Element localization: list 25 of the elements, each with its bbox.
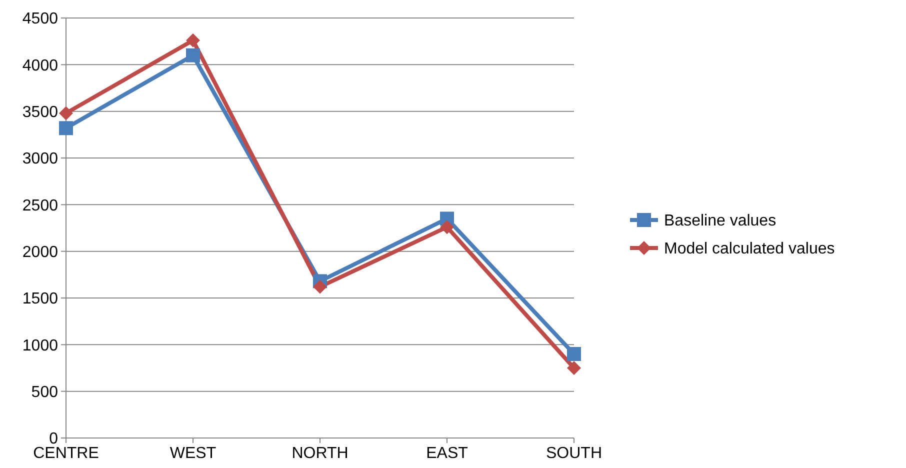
x-tick-label: EAST	[426, 445, 468, 462]
legend-label: Model calculated values	[664, 240, 835, 258]
y-tick-label: 0	[49, 430, 58, 448]
point	[313, 280, 327, 294]
y-tick-label: 1000	[22, 337, 58, 354]
point	[59, 121, 73, 136]
y-tick-label: 2000	[22, 244, 58, 261]
point	[186, 33, 200, 48]
x-tick-label: CENTRE	[33, 445, 99, 462]
y-tick-label: 500	[31, 384, 58, 401]
y-tick-label: 3500	[22, 104, 58, 121]
legend-label: Baseline values	[664, 212, 776, 230]
x-tick-label: SOUTH	[546, 445, 602, 462]
point	[440, 220, 454, 234]
x-tick-label: WEST	[170, 445, 216, 462]
point	[59, 106, 73, 120]
point	[567, 361, 581, 375]
y-tick-label: 3000	[22, 150, 58, 168]
point	[186, 48, 200, 62]
point	[567, 347, 581, 361]
y-tick-label: 4000	[22, 57, 58, 74]
y-tick-label: 2500	[22, 197, 58, 214]
y-tick-label: 4500	[22, 10, 58, 28]
y-tick-label: 1500	[22, 290, 58, 308]
x-tick-label: NORTH	[292, 445, 348, 462]
